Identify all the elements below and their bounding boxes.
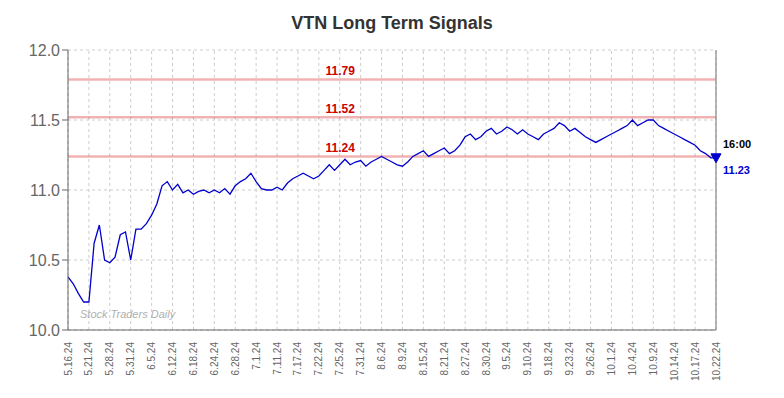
svg-text:11.0: 11.0	[30, 182, 60, 199]
svg-text:7.22.24: 7.22.24	[313, 342, 324, 376]
svg-text:7.1.24: 7.1.24	[251, 342, 262, 370]
svg-text:11.23: 11.23	[723, 164, 750, 176]
svg-text:5.16.24: 5.16.24	[63, 342, 74, 376]
svg-text:7.17.24: 7.17.24	[292, 342, 303, 376]
svg-text:10.5: 10.5	[29, 252, 60, 269]
svg-text:8.27.24: 8.27.24	[460, 342, 471, 376]
svg-text:9.10.24: 9.10.24	[522, 342, 533, 376]
svg-text:6.12.24: 6.12.24	[167, 342, 178, 376]
svg-text:16:00: 16:00	[723, 138, 751, 150]
svg-text:11.52: 11.52	[325, 102, 355, 116]
svg-text:6.28.24: 6.28.24	[230, 342, 241, 376]
html-text:Stock Traders Daily: Stock Traders Daily	[80, 308, 176, 320]
svg-text:8.6.24: 8.6.24	[376, 342, 387, 370]
svg-text:6.5.24: 6.5.24	[146, 342, 157, 370]
svg-text:7.11.24: 7.11.24	[272, 342, 283, 375]
svg-text:6.24.24: 6.24.24	[209, 342, 220, 376]
svg-text:10.4.24: 10.4.24	[627, 342, 638, 376]
svg-text:9.5.24: 9.5.24	[501, 342, 512, 370]
svg-text:10.22.24: 10.22.24	[711, 342, 722, 381]
svg-text:5.31.24: 5.31.24	[125, 342, 136, 376]
svg-text:11.79: 11.79	[325, 64, 355, 78]
svg-text:10.0: 10.0	[29, 322, 60, 339]
svg-text:8.15.24: 8.15.24	[418, 342, 429, 376]
svg-text:12.0: 12.0	[29, 42, 60, 59]
svg-text:8.30.24: 8.30.24	[481, 342, 492, 376]
svg-text:8.21.24: 8.21.24	[439, 342, 450, 376]
svg-text:9.23.24: 9.23.24	[564, 342, 575, 376]
svg-text:7.31.24: 7.31.24	[355, 342, 366, 376]
svg-text:7.25.24: 7.25.24	[334, 342, 345, 376]
svg-text:10.14.24: 10.14.24	[669, 342, 680, 381]
svg-text:10.17.24: 10.17.24	[690, 342, 701, 381]
svg-text:10.9.24: 10.9.24	[648, 342, 659, 376]
html-text:VTN Long Term Signals: VTN Long Term Signals	[291, 13, 493, 33]
svg-text:11.5: 11.5	[30, 112, 60, 129]
svg-text:9.18.24: 9.18.24	[543, 342, 554, 376]
svg-text:11.24: 11.24	[325, 141, 355, 155]
svg-text:5.28.24: 5.28.24	[104, 342, 115, 376]
svg-text:9.26.24: 9.26.24	[585, 342, 596, 376]
svg-text:5.21.24: 5.21.24	[83, 342, 94, 376]
svg-text:6.18.24: 6.18.24	[188, 342, 199, 376]
svg-text:8.9.24: 8.9.24	[397, 342, 408, 370]
svg-text:10.1.24: 10.1.24	[606, 342, 617, 376]
